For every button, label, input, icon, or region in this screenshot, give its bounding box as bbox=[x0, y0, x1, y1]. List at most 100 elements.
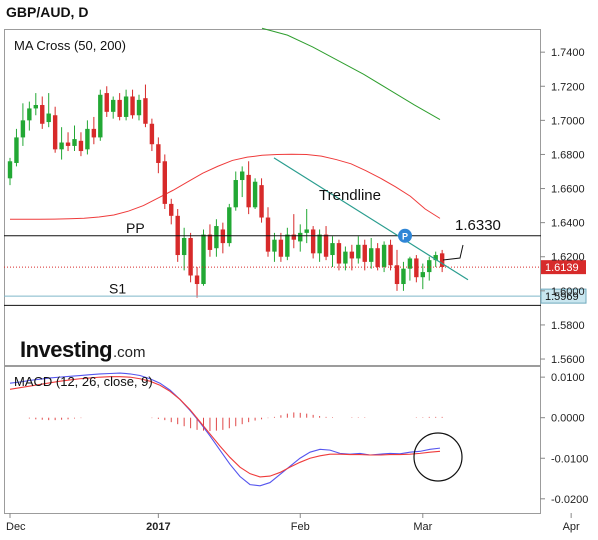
candle-body bbox=[233, 180, 238, 208]
candle bbox=[252, 178, 258, 210]
time-tick-label: Apr bbox=[563, 521, 580, 533]
highlight-circle bbox=[413, 432, 463, 482]
candle-body bbox=[272, 239, 277, 252]
candle bbox=[156, 137, 161, 174]
s1-label: S1 bbox=[109, 280, 126, 296]
candle bbox=[388, 239, 393, 271]
candle-body bbox=[362, 244, 367, 262]
candle bbox=[14, 128, 19, 167]
target-pointer bbox=[442, 244, 464, 261]
candle bbox=[336, 239, 342, 271]
candle-body bbox=[285, 234, 290, 257]
candle bbox=[65, 132, 71, 152]
candle bbox=[227, 203, 232, 247]
candle-body bbox=[343, 251, 348, 264]
chart-title: GBP/AUD, D bbox=[6, 4, 88, 20]
macd-panel-frame bbox=[4, 366, 541, 514]
candle bbox=[362, 239, 367, 271]
candle-body bbox=[162, 161, 167, 204]
macd-axis: 0.0100 0.0000 -0.0100 -0.0200 bbox=[540, 372, 588, 506]
target-label: 1.6330 bbox=[455, 217, 501, 234]
time-axis: Dec 2017 Feb Mar Apr bbox=[6, 513, 580, 533]
candle bbox=[291, 214, 296, 249]
candle bbox=[46, 93, 51, 128]
price-tick-label: 1.7200 bbox=[551, 81, 585, 93]
candle-body bbox=[259, 185, 264, 218]
candle bbox=[310, 226, 316, 259]
time-tick-label: Feb bbox=[291, 521, 310, 533]
candle bbox=[343, 246, 348, 271]
candle-body bbox=[27, 108, 32, 121]
s1-price-badge bbox=[540, 288, 587, 304]
investing-logo: Investing .com bbox=[20, 337, 146, 362]
price-tick-label: 1.7000 bbox=[551, 115, 585, 127]
candle-body bbox=[156, 144, 161, 163]
candle-body bbox=[85, 128, 90, 150]
candle bbox=[169, 198, 174, 225]
candle-body bbox=[298, 232, 303, 242]
last-price-text: 1.6139 bbox=[545, 262, 579, 274]
candle-body bbox=[7, 161, 13, 179]
candle-body bbox=[252, 181, 258, 208]
time-tick-label: 2017 bbox=[146, 521, 170, 533]
candle bbox=[20, 103, 26, 146]
price-tick-label: 1.6400 bbox=[551, 218, 585, 230]
candle bbox=[111, 96, 116, 119]
candle bbox=[394, 249, 400, 291]
candle-body bbox=[214, 226, 219, 249]
candle bbox=[188, 232, 193, 283]
candle-body bbox=[246, 174, 251, 208]
macd-tick-label: 0.0000 bbox=[551, 413, 585, 425]
candle bbox=[369, 237, 374, 269]
pivot-levels: PP S1 1.5969 1.6139 Trendline P 1.6330 bbox=[4, 157, 587, 306]
candle bbox=[375, 243, 380, 271]
macd-tick-label: -0.0200 bbox=[551, 494, 588, 506]
candle bbox=[265, 207, 271, 257]
candle bbox=[401, 261, 406, 291]
candle-body bbox=[111, 99, 116, 112]
price-tick-label: 1.7400 bbox=[551, 47, 585, 59]
candle bbox=[259, 178, 264, 223]
s1-price-text: 1.5969 bbox=[545, 291, 579, 303]
candle-body bbox=[304, 229, 309, 233]
candle bbox=[27, 101, 32, 131]
candle-body bbox=[14, 137, 19, 163]
candle bbox=[40, 96, 45, 129]
trendline-label: Trendline bbox=[319, 187, 381, 204]
candle bbox=[123, 89, 129, 121]
candle bbox=[117, 93, 122, 121]
candle-body bbox=[227, 207, 232, 244]
candle-body bbox=[349, 251, 355, 259]
price-tick-label: 1.6800 bbox=[551, 149, 585, 161]
candle bbox=[349, 244, 355, 271]
candle bbox=[162, 154, 167, 210]
candle-body bbox=[201, 234, 206, 285]
candle bbox=[233, 171, 238, 211]
candle-body bbox=[427, 260, 432, 273]
price-tick-label: 1.6600 bbox=[551, 184, 585, 196]
candle bbox=[214, 219, 219, 257]
candle-body bbox=[278, 239, 284, 257]
candle bbox=[91, 116, 97, 145]
candle-body bbox=[149, 123, 155, 145]
candle bbox=[59, 127, 64, 160]
last-price-badge bbox=[541, 260, 586, 275]
ma200-line bbox=[261, 27, 441, 120]
candle bbox=[414, 255, 419, 283]
candle-body bbox=[381, 244, 387, 267]
pivot-marker-glyph: P bbox=[402, 231, 408, 241]
candle-body bbox=[40, 105, 45, 124]
candle-body bbox=[188, 237, 193, 276]
candle-body bbox=[323, 234, 329, 257]
price-tick-label: 1.5800 bbox=[551, 320, 585, 332]
macd-histogram bbox=[28, 412, 443, 432]
macd-line bbox=[9, 372, 441, 487]
candle bbox=[220, 222, 226, 254]
logo-text: Investing bbox=[20, 337, 112, 362]
candle bbox=[72, 125, 77, 152]
candle bbox=[207, 224, 213, 257]
candle-body bbox=[181, 237, 187, 256]
time-tick-label: Dec bbox=[6, 521, 26, 533]
candle bbox=[285, 227, 290, 261]
